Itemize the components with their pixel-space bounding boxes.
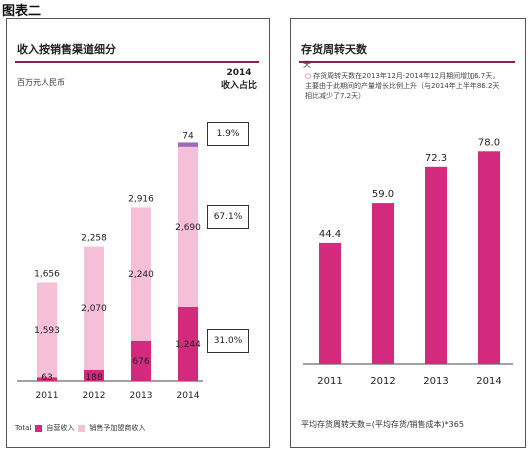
bar-days-2014 <box>478 151 500 364</box>
label-franchise-2013: 2,240 <box>128 270 154 280</box>
legend-swatch-franchise <box>78 424 86 432</box>
label-franchise-2014: 2,690 <box>175 223 201 233</box>
label-self-2012: 188 <box>85 373 102 383</box>
share-label: 收入占比 <box>220 81 257 91</box>
bar-self-2013 <box>131 340 151 381</box>
figure-title: 图表二 <box>2 4 42 19</box>
label-days-2014: 78.0 <box>478 137 500 148</box>
note-bullet-icon: ○ <box>305 72 312 80</box>
legend-total: Total <box>15 424 32 432</box>
x-tick-2012: 2012 <box>370 376 395 387</box>
label-total-2011: 1,656 <box>34 269 60 279</box>
x-tick-2012: 2012 <box>83 391 106 401</box>
left-legend: Total 自营收入 销售予加盟商收入 <box>15 423 145 433</box>
label-days-2013: 72.3 <box>425 153 447 164</box>
bar-franchise-2012 <box>84 246 104 370</box>
label-days-2012: 59.0 <box>372 189 394 200</box>
x-tick-2013: 2013 <box>423 376 448 387</box>
right-unit-label: 天 <box>303 60 311 69</box>
bar-franchise-2014 <box>178 146 198 307</box>
x-tick-2014: 2014 <box>476 376 501 387</box>
share-header: 2014 收入占比 <box>221 67 257 93</box>
bar-franchise-2011 <box>37 282 57 378</box>
x-tick-2013: 2013 <box>130 391 153 401</box>
right-panel-title: 存货周转天数 <box>301 43 367 56</box>
label-self-2014: 1,244 <box>175 340 201 350</box>
left-title-rule <box>15 61 259 63</box>
legend-swatch-self <box>35 424 43 432</box>
formula-note: 平均存货周转天数=(平均存货/销售成本)*365 <box>301 420 464 429</box>
bar-other-2014 <box>178 142 198 147</box>
share-year: 2014 <box>226 68 252 78</box>
label-self-2013: 676 <box>132 357 149 367</box>
x-tick-2014: 2014 <box>177 391 200 401</box>
right-title-rule <box>299 61 515 63</box>
share-box-self: 31.0% <box>207 329 249 353</box>
revenue-chart: 63 1,593 1,656 2011 188 2,070 2,258 2012 676 2,24… <box>17 131 203 401</box>
bar-franchise-2013 <box>131 207 151 341</box>
left-unit-label: 百万元人民币 <box>17 78 65 87</box>
legend-label-franchise: 销售予加盟商收入 <box>89 424 146 432</box>
inventory-days-panel: 存货周转天数 天 ○ 存货周转天数在2013年12月-2014年12月期间增加6.… <box>290 18 526 448</box>
bar-days-2011 <box>319 242 341 364</box>
label-self-2011: 63 <box>41 373 52 383</box>
inventory-note: ○ 存货周转天数在2013年12月-2014年12月期间增加6.7天，主要由于此期… <box>305 71 505 101</box>
legend-label-self: 自营收入 <box>46 424 75 432</box>
share-box-other: 1.9% <box>207 122 249 146</box>
label-total-2012: 2,258 <box>81 234 107 244</box>
x-tick-2011: 2011 <box>36 391 59 401</box>
left-panel-title: 收入按销售渠道细分 <box>17 43 116 56</box>
label-other-2014: 74 <box>182 131 194 141</box>
bar-self-2011 <box>37 377 57 381</box>
revenue-by-channel-panel: 收入按销售渠道细分 百万元人民币 2014 收入占比 63 1,593 1,656 2… <box>6 18 270 448</box>
share-box-franchise: 67.1% <box>207 205 249 229</box>
bar-self-2012 <box>84 369 104 381</box>
x-tick-2011: 2011 <box>317 376 342 387</box>
note-text: 存货周转天数在2013年12月-2014年12月期间增加6.7天，主要由于此期间… <box>305 72 500 100</box>
bar-days-2012 <box>372 203 394 364</box>
label-total-2013: 2,916 <box>128 194 154 204</box>
label-days-2011: 44.4 <box>319 229 341 240</box>
bar-self-2014 <box>178 306 198 381</box>
label-franchise-2012: 2,070 <box>81 304 107 314</box>
bar-days-2013 <box>425 166 447 364</box>
inventory-days-chart: 44.4 2011 59.0 2012 72.3 2013 78.0 2014 <box>303 137 513 387</box>
label-franchise-2011: 1,593 <box>34 326 60 336</box>
